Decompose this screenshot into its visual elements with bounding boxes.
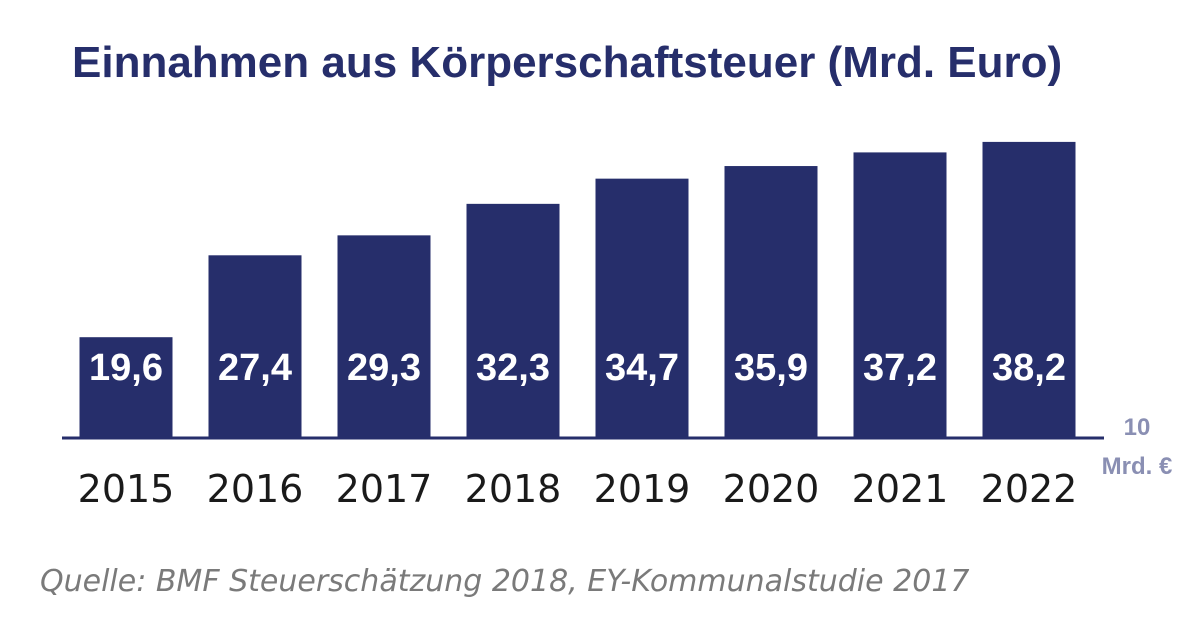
bar-2021 xyxy=(853,152,947,438)
x-tick-label-2017: 2017 xyxy=(336,467,433,511)
x-tick-label-2021: 2021 xyxy=(852,467,949,511)
bar-value-label-2022: 38,2 xyxy=(992,347,1066,389)
value-labels-layer: 19,6 27,4 29,3 32,3 34,7 35,9 37,2 38,2 xyxy=(89,347,1066,389)
bar-2018 xyxy=(466,203,560,438)
bar-2017 xyxy=(337,235,431,438)
bar-2015 xyxy=(79,337,173,438)
x-tick-label-2019: 2019 xyxy=(594,467,691,511)
chart-title: Einnahmen aus Körperschaftsteuer (Mrd. E… xyxy=(72,38,1063,87)
category-labels-layer: 2015 2016 2017 2018 2019 2020 2021 2022 xyxy=(78,467,1078,511)
bar-value-label-2016: 27,4 xyxy=(218,347,292,389)
bar-value-label-2020: 35,9 xyxy=(734,347,808,389)
bar-value-label-2019: 34,7 xyxy=(605,347,679,389)
bar-2020 xyxy=(724,166,818,439)
bar-value-label-2018: 32,3 xyxy=(476,347,550,389)
x-tick-label-2022: 2022 xyxy=(981,467,1078,511)
x-tick-label-2016: 2016 xyxy=(207,467,304,511)
x-tick-label-2018: 2018 xyxy=(465,467,562,511)
bar-2019 xyxy=(595,178,689,438)
bar-2022 xyxy=(982,141,1076,438)
bars-layer xyxy=(79,141,1076,439)
bar-2016 xyxy=(208,255,302,438)
x-tick-label-2015: 2015 xyxy=(78,467,175,511)
bar-value-label-2015: 19,6 xyxy=(89,347,163,389)
baseline-unit-label: Mrd. € xyxy=(1102,453,1173,480)
source-note: Quelle: BMF Steuerschätzung 2018, EY-Kom… xyxy=(40,564,970,599)
bar-value-label-2017: 29,3 xyxy=(347,347,421,389)
bar-value-label-2021: 37,2 xyxy=(863,347,937,389)
baseline-value-label: 10 xyxy=(1124,414,1151,441)
x-tick-label-2020: 2020 xyxy=(723,467,820,511)
